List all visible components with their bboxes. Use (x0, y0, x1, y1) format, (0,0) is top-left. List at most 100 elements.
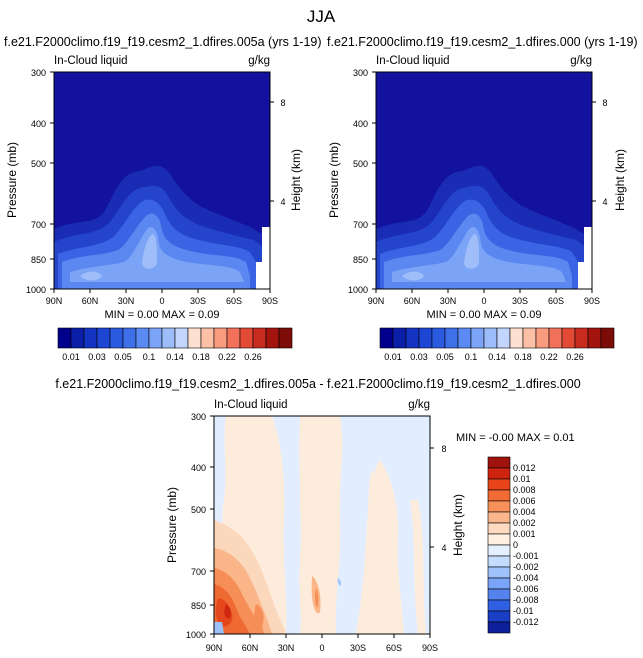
colorbar-swatch (174, 327, 189, 349)
colorbar-swatch (496, 327, 511, 349)
colorbar-swatch (487, 522, 511, 535)
x-tick-label: 90S (262, 296, 278, 306)
colorbar-label: 0.26 (566, 352, 584, 362)
panel-a-stats: MIN = 0.00 MAX = 0.09 (105, 309, 220, 321)
panel-b-colorbar (379, 327, 615, 349)
y-tick-label: 500 (191, 505, 206, 515)
colorbar-swatch (252, 327, 267, 349)
colorbar-swatch (392, 327, 407, 349)
colorbar-label: 0.26 (244, 352, 262, 362)
panel-c-title: f.e21.F2000climo.f19_f19.cesm2_1.dfires.… (55, 377, 580, 391)
colorbar-label: 0.012 (513, 463, 536, 473)
colorbar-swatch (487, 467, 511, 480)
colorbar-label: 0 (513, 540, 518, 550)
x-tick-label: 90S (584, 296, 600, 306)
colorbar-swatch (278, 327, 293, 349)
y-axis-label: Pressure (mb) (327, 142, 341, 218)
y-tick-label: 300 (353, 68, 368, 78)
colorbar-swatch (548, 327, 563, 349)
colorbar-swatch (96, 327, 111, 349)
colorbar-label: 0.1 (465, 352, 478, 362)
colorbar-swatch (487, 511, 511, 524)
colorbar-swatch (444, 327, 459, 349)
colorbar-swatch (487, 544, 511, 557)
y-tick-label: 400 (31, 119, 46, 129)
x-tick-label: 0 (159, 296, 164, 306)
colorbar-swatch (487, 577, 511, 590)
panel-a-contours (54, 72, 270, 289)
x-tick-label: 0 (319, 643, 324, 653)
height-tick-label: 4 (441, 543, 446, 553)
panel-a-variable: In-Cloud liquid (54, 55, 128, 67)
colorbar-label: 0.008 (513, 485, 536, 495)
colorbar-swatch (587, 327, 602, 349)
panel-b-variable: In-Cloud liquid (376, 55, 450, 67)
colorbar-label: 0.14 (166, 352, 184, 362)
colorbar-swatch (148, 327, 163, 349)
colorbar-label: 0.004 (513, 507, 536, 517)
colorbar-label: 0.14 (488, 352, 506, 362)
panel-c-contours (214, 416, 430, 634)
panel-b: f.e21.F2000climo.f19_f19.cesm2_1.dfires.… (327, 35, 638, 362)
y-tick-label: 1000 (26, 285, 46, 295)
colorbar-swatch (200, 327, 215, 349)
panel-a-units: g/kg (248, 55, 270, 67)
colorbar-swatch (487, 588, 511, 601)
height-tick-label: 8 (602, 98, 607, 108)
x-tick-label: 90N (206, 643, 223, 653)
height-axis-label: Height (km) (613, 149, 627, 211)
colorbar-swatch (574, 327, 589, 349)
colorbar-label: -0.006 (513, 584, 539, 594)
colorbar-swatch (213, 327, 228, 349)
colorbar-swatch (57, 327, 72, 349)
colorbar-swatch (83, 327, 98, 349)
colorbar-label: 0.001 (513, 529, 536, 539)
x-tick-label: 60S (548, 296, 564, 306)
y-tick-label: 300 (31, 68, 46, 78)
colorbar-swatch (431, 327, 446, 349)
panel-a-title: f.e21.F2000climo.f19_f19.cesm2_1.dfires.… (4, 35, 322, 49)
y-tick-label: 400 (191, 463, 206, 473)
colorbar-swatch (509, 327, 524, 349)
colorbar-swatch (122, 327, 137, 349)
y-tick-label: 1000 (348, 285, 368, 295)
colorbar-swatch (418, 327, 433, 349)
height-tick-label: 8 (441, 444, 446, 454)
colorbar-label: 0.18 (514, 352, 532, 362)
colorbar-swatch (487, 555, 511, 568)
x-tick-label: 30N (278, 643, 295, 653)
panel-c: f.e21.F2000climo.f19_f19.cesm2_1.dfires.… (55, 377, 580, 653)
colorbar-label: 0.1 (143, 352, 156, 362)
x-tick-label: 30N (440, 296, 457, 306)
colorbar-swatch (487, 610, 511, 623)
x-tick-label: 60N (242, 643, 259, 653)
colorbar-swatch (379, 327, 394, 349)
colorbar-label: 0.22 (540, 352, 558, 362)
colorbar-swatch (487, 500, 511, 513)
panel-c-units: g/kg (408, 399, 430, 411)
height-axis-label: Height (km) (451, 494, 465, 556)
colorbar-label: 0.05 (114, 352, 132, 362)
x-tick-label: 60N (82, 296, 99, 306)
colorbar-swatch (135, 327, 150, 349)
colorbar-label: 0.01 (513, 474, 531, 484)
panel-b-title: f.e21.F2000climo.f19_f19.cesm2_1.dfires.… (327, 35, 638, 49)
x-tick-label: 30S (350, 643, 366, 653)
colorbar-swatch (161, 327, 176, 349)
x-tick-label: 60N (404, 296, 421, 306)
colorbar-swatch (187, 327, 202, 349)
colorbar-label: -0.008 (513, 595, 539, 605)
colorbar-label: 0.05 (436, 352, 454, 362)
panel-c-colorbar (487, 456, 511, 634)
colorbar-label: 0.22 (218, 352, 236, 362)
colorbar-swatch (487, 489, 511, 502)
page-title: JJA (307, 7, 336, 26)
colorbar-swatch (405, 327, 420, 349)
colorbar-swatch (70, 327, 85, 349)
x-tick-label: 90N (46, 296, 63, 306)
colorbar-swatch (487, 599, 511, 612)
y-axis-label: Pressure (mb) (165, 487, 179, 563)
panel-a-colorbar (57, 327, 293, 349)
y-tick-label: 400 (353, 119, 368, 129)
colorbar-label: 0.006 (513, 496, 536, 506)
